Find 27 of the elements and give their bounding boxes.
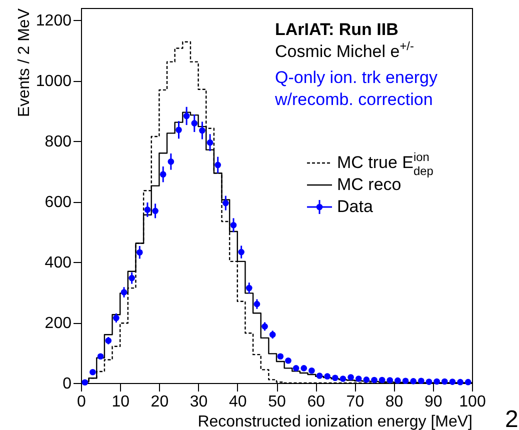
y-tick-label: 1000 (36, 73, 72, 90)
x-tick-label: 0 (77, 394, 86, 410)
y-tick-label: 0 (62, 376, 72, 392)
y-tick-label: 400 (44, 254, 72, 272)
x-tick-label: 10 (112, 394, 130, 410)
annotation: Cosmic Michel e$^{+/-}$ (275, 39, 414, 61)
x-axis-title: Reconstructed ionization energy [MeV] (198, 414, 472, 430)
x-tick-label: 70 (346, 394, 364, 410)
annotation: Q-only ion. trk energy (275, 68, 438, 87)
y-tick-label: 800 (44, 134, 72, 151)
x-tick-label: 40 (229, 394, 247, 410)
annotation: w/recomb. correction (274, 90, 433, 109)
y-tick-label: 1200 (36, 12, 72, 30)
x-tick-label: 60 (307, 394, 326, 410)
x-tick-label: 20 (150, 394, 169, 410)
x-tick-label: 50 (268, 394, 286, 410)
legend-label: Data (337, 197, 374, 216)
text: 2 (505, 406, 518, 430)
y-tick-label: 200 (44, 315, 72, 332)
legend-label: MC reco (337, 175, 402, 194)
annotation: LArIAT: Run IIB (275, 20, 398, 39)
x-tick-label: 80 (385, 394, 404, 410)
x-tick-label: 90 (424, 394, 442, 410)
x-tick-label: 30 (190, 394, 208, 410)
y-tick-label: 600 (44, 194, 72, 212)
x-tick-label: 100 (459, 394, 486, 410)
y-axis-title: Events / 2 MeV (16, 8, 33, 117)
